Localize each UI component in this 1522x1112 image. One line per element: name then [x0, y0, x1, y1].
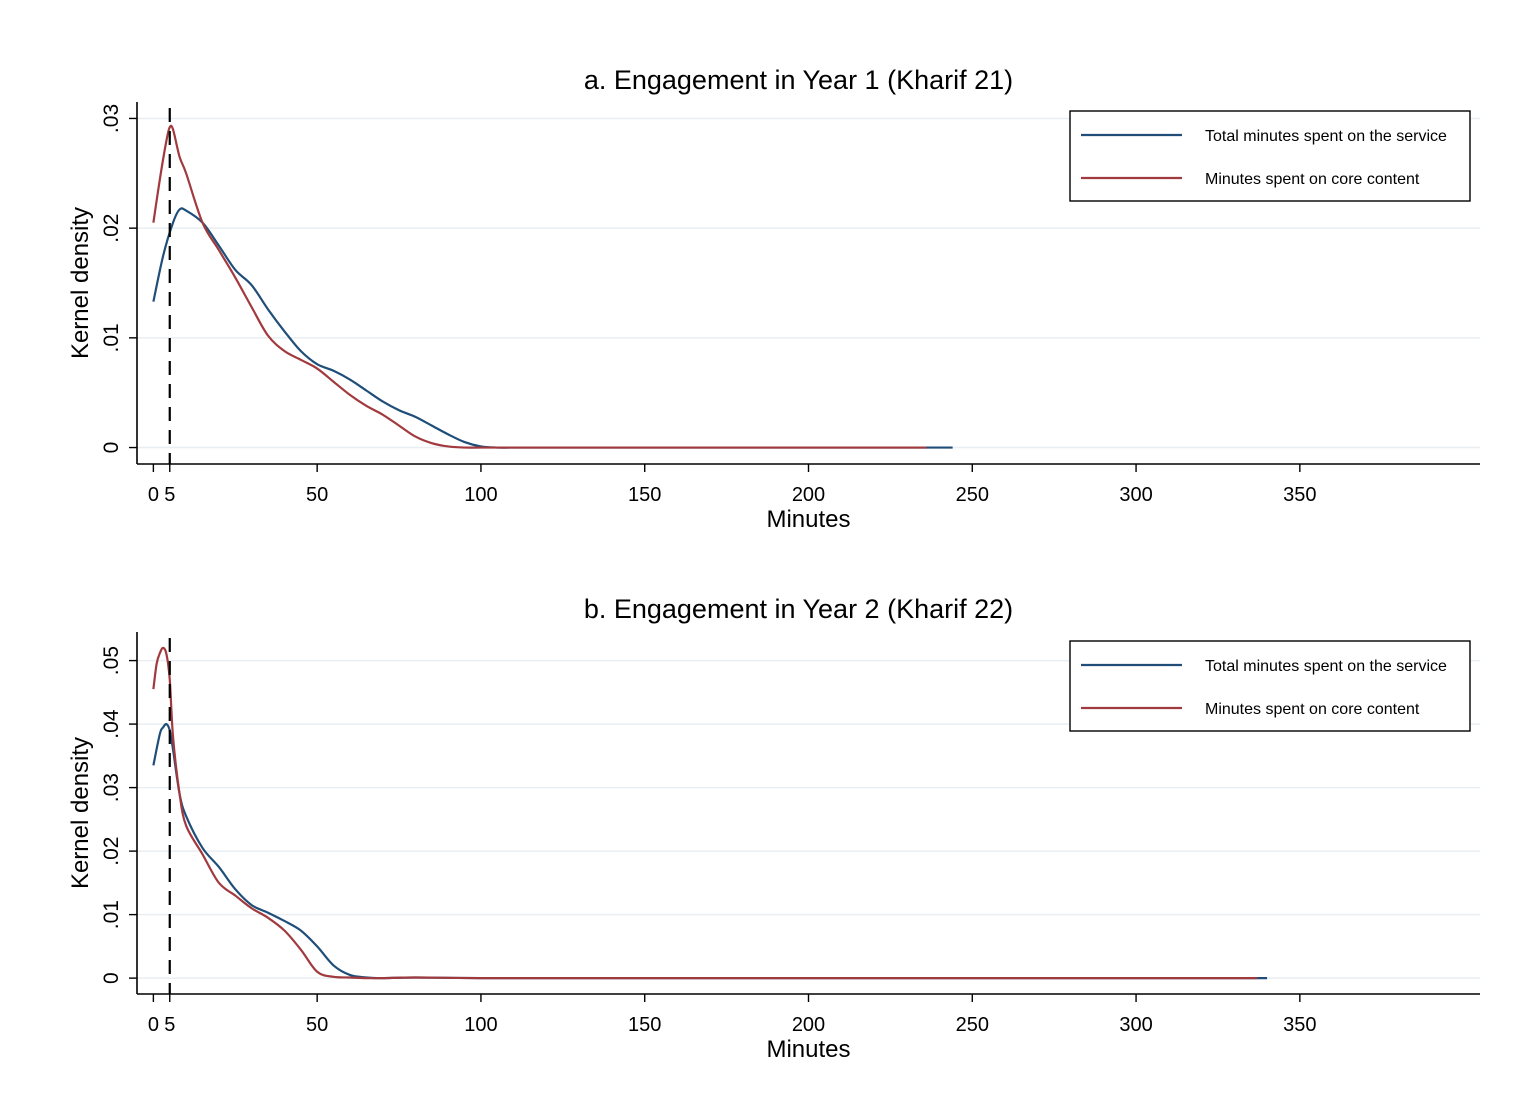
- y-tick-label: .02: [100, 837, 123, 866]
- x-tick-label: 350: [1283, 1014, 1316, 1036]
- x-tick-label: 350: [1283, 484, 1316, 506]
- chart-title: a. Engagement in Year 1 (Kharif 21): [584, 65, 1013, 95]
- legend-label: Minutes spent on core content: [1205, 701, 1420, 718]
- y-tick-label: 0: [100, 442, 123, 454]
- x-tick-label: 100: [464, 484, 497, 506]
- x-tick-label: 300: [1119, 484, 1152, 506]
- x-axis-label: Minutes: [766, 1036, 850, 1063]
- x-tick-label: 0: [148, 1014, 159, 1036]
- legend-label: Minutes spent on core content: [1205, 171, 1420, 188]
- chart-panel-year1: a. Engagement in Year 1 (Kharif 21) 0 .01.…: [67, 65, 1480, 533]
- x-tick-label: 5: [164, 1014, 175, 1036]
- series-line-core-content: [152, 646, 1258, 980]
- x-tick-label: 200: [792, 1014, 825, 1036]
- y-tick-label: .01: [100, 900, 123, 929]
- legend-label: Total minutes spent on the service: [1205, 658, 1447, 675]
- y-tick-label: .04: [100, 709, 123, 739]
- chart-title: b. Engagement in Year 2 (Kharif 22): [584, 594, 1013, 624]
- legend: Total minutes spent on the service Minute…: [1069, 110, 1471, 202]
- legend-box: [1069, 110, 1471, 202]
- x-tick-label: 250: [956, 1014, 989, 1036]
- y-axis-label: Kernel density: [67, 737, 94, 889]
- series-line-core-content: [152, 124, 927, 449]
- x-tick-label: 50: [306, 484, 328, 506]
- legend-box: [1069, 640, 1471, 732]
- x-tick-label: 200: [792, 484, 825, 506]
- y-tick-label: .02: [100, 214, 123, 243]
- legend-label: Total minutes spent on the service: [1205, 128, 1447, 145]
- x-tick-label: 150: [628, 484, 661, 506]
- y-tick-label: .01: [100, 323, 123, 352]
- x-axis-label: Minutes: [766, 506, 850, 533]
- legend: Total minutes spent on the service Minute…: [1069, 640, 1471, 732]
- y-axis-label: Kernel density: [67, 207, 94, 359]
- x-tick-label: 100: [464, 1014, 497, 1036]
- y-tick-label: .03: [100, 104, 123, 133]
- y-tick-label: 0: [100, 972, 123, 984]
- chart-panel-year2: b. Engagement in Year 2 (Kharif 22) 0 .01.…: [67, 594, 1480, 1063]
- y-tick-label: .05: [100, 646, 123, 675]
- x-tick-label: 250: [956, 484, 989, 506]
- x-tick-label: 5: [164, 484, 175, 506]
- x-tick-label: 0: [148, 484, 159, 506]
- y-tick-label: .03: [100, 773, 123, 802]
- x-tick-label: 150: [628, 1014, 661, 1036]
- x-tick-label: 50: [306, 1014, 328, 1036]
- x-tick-label: 300: [1119, 1014, 1152, 1036]
